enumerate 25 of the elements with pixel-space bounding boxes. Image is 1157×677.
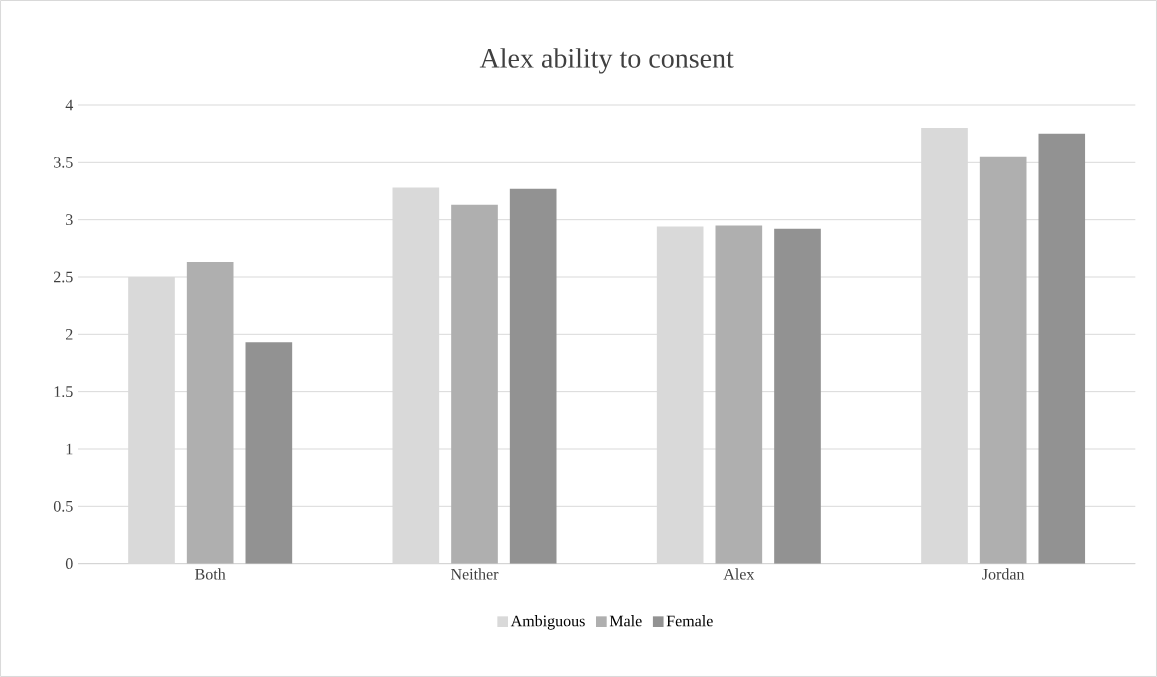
y-tick-label: 1 <box>66 443 73 455</box>
bar <box>245 342 293 564</box>
y-tick-label: 3.5 <box>54 156 73 168</box>
bar <box>774 228 821 564</box>
y-tick-label: 2.5 <box>54 271 73 283</box>
legend-label: Female <box>666 615 713 627</box>
bar <box>715 225 763 564</box>
y-tick-label: 4 <box>65 99 74 111</box>
y-tick-label: 0.5 <box>53 500 73 512</box>
y-tick-label: 0 <box>65 558 73 570</box>
legend-label: Male <box>609 615 642 627</box>
bar <box>1038 133 1086 564</box>
bar <box>451 204 498 564</box>
y-tick-label: 3 <box>66 214 73 226</box>
x-tick-label: Alex <box>723 568 755 580</box>
y-tick-label: 2 <box>66 329 73 340</box>
x-tick-label: Neither <box>450 568 499 580</box>
x-tick-label: Both <box>195 568 226 580</box>
y-tick-label: 1.5 <box>54 386 73 398</box>
bar <box>186 262 234 564</box>
legend-label: Ambiguous <box>510 615 585 630</box>
bar <box>979 156 1027 564</box>
chart-title: Alex ability to consent <box>479 48 734 74</box>
x-tick-label: Jordan <box>982 568 1025 580</box>
bar <box>509 188 557 564</box>
